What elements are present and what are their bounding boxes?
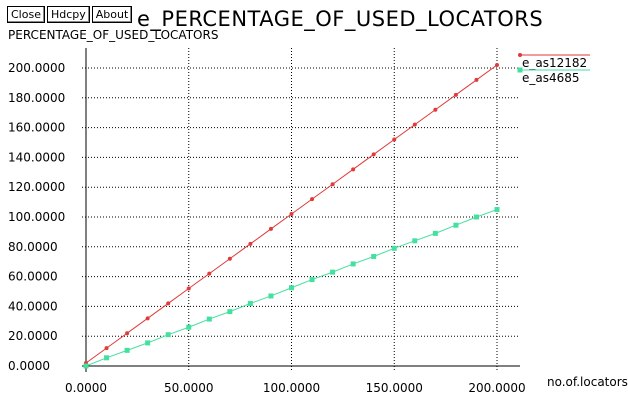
chart-title: PERCENTAGE_OF_USED_LOCATORS — [8, 28, 219, 42]
data-point — [124, 347, 130, 353]
data-point — [309, 277, 315, 283]
data-point — [206, 316, 212, 322]
data-point — [391, 245, 397, 251]
y-tick-label: 0.0000 — [8, 359, 50, 373]
x-axis-label: no.of.locators — [547, 375, 628, 389]
data-point — [248, 241, 253, 246]
data-point — [371, 152, 376, 157]
data-point — [268, 293, 274, 299]
y-tick-label: 200.0000 — [8, 61, 65, 75]
data-point — [433, 107, 438, 112]
y-tick-label: 100.0000 — [8, 210, 65, 224]
x-axis-ticks: 0.0000 50.0000 100.0000 150.0000 200.0000 — [65, 381, 526, 395]
data-point — [186, 324, 192, 330]
data-point — [145, 340, 151, 346]
x-tick-label: 0.0000 — [65, 381, 107, 395]
legend-label: e_as12182 — [522, 56, 587, 70]
data-point — [412, 122, 417, 127]
window-title: e_PERCENTAGE_OF_USED_LOCATORS — [137, 7, 544, 31]
data-point — [268, 226, 273, 231]
data-point — [392, 137, 397, 142]
data-point — [227, 309, 233, 315]
data-point — [351, 167, 356, 172]
y-tick-label: 60.0000 — [8, 270, 58, 284]
data-point — [104, 355, 110, 361]
toolbar: Close Hdcpy About — [7, 6, 133, 23]
x-tick-label: 100.0000 — [263, 381, 320, 395]
data-point — [166, 301, 171, 306]
data-point — [289, 212, 294, 217]
data-point — [289, 285, 294, 291]
data-point — [494, 207, 500, 213]
hardcopy-button[interactable]: Hdcpy — [46, 6, 90, 23]
y-tick-label: 160.0000 — [8, 121, 65, 135]
data-point — [104, 346, 109, 351]
data-point — [453, 92, 458, 97]
y-tick-label: 80.0000 — [8, 240, 58, 254]
data-point — [474, 77, 479, 82]
series-layer — [83, 63, 500, 369]
x-tick-label: 200.0000 — [468, 381, 525, 395]
y-tick-label: 120.0000 — [8, 180, 65, 194]
data-point — [350, 261, 356, 267]
y-axis-ticks: 0.0000 20.0000 40.0000 60.0000 80.0000 100.00… — [8, 61, 65, 373]
data-point — [227, 256, 232, 261]
data-point — [495, 63, 499, 68]
data-point — [145, 316, 150, 321]
data-point — [165, 332, 171, 338]
y-tick-label: 140.0000 — [8, 150, 65, 164]
data-point — [125, 331, 130, 336]
data-point — [371, 253, 377, 259]
y-tick-label: 20.0000 — [8, 329, 58, 343]
grid — [82, 48, 520, 372]
x-tick-label: 50.0000 — [164, 381, 214, 395]
y-tick-label: 180.0000 — [8, 91, 65, 105]
data-point — [473, 214, 479, 220]
about-button[interactable]: About — [91, 6, 133, 23]
data-point — [247, 300, 253, 306]
data-point — [83, 363, 89, 369]
data-point — [186, 286, 191, 291]
x-tick-label: 150.0000 — [366, 381, 423, 395]
data-point — [432, 230, 438, 236]
data-point — [453, 222, 459, 228]
data-point — [330, 182, 335, 187]
y-tick-label: 40.0000 — [8, 299, 58, 313]
data-point — [412, 238, 418, 244]
data-point — [310, 197, 315, 202]
close-button[interactable]: Close — [7, 6, 45, 23]
legend-marker — [518, 53, 522, 57]
data-point — [330, 269, 336, 275]
legend-marker — [517, 67, 523, 73]
data-point — [207, 271, 212, 276]
legend-label: e_as4685 — [522, 71, 580, 85]
